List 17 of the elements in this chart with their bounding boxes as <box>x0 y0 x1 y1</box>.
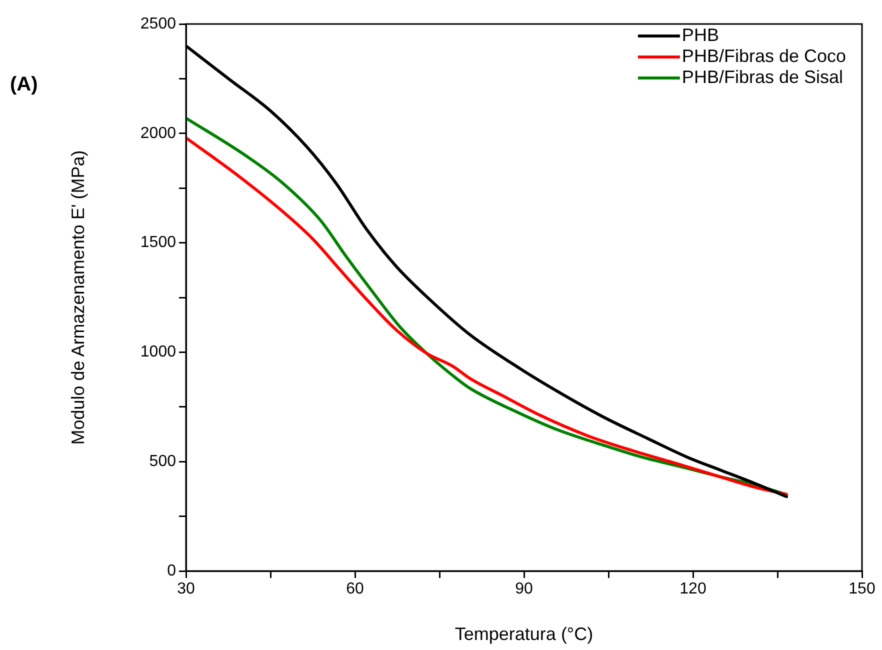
x-tick-label: 150 <box>848 580 876 598</box>
y-axis-title: Modulo de Armazenamento E' (MPa) <box>68 150 88 445</box>
y-tick-label: 1500 <box>140 234 176 252</box>
y-tick-label: 0 <box>167 562 176 580</box>
y-tick-label: 1000 <box>140 344 176 361</box>
y-tick-label: 500 <box>149 453 176 470</box>
x-tick-label: 120 <box>680 580 706 598</box>
legend-label: PHB/Fibras de Sisal <box>682 66 843 87</box>
legend-label: PHB/Fibras de Coco <box>682 46 846 66</box>
legend-label: PHB <box>682 24 719 45</box>
x-tick-label: 60 <box>346 580 364 598</box>
y-tick-label: 2500 <box>140 15 176 32</box>
x-tick-label: 30 <box>177 580 195 598</box>
x-axis-title: Temperatura (°C) <box>454 624 594 644</box>
y-tick-label: 2000 <box>140 124 176 142</box>
text: (A) <box>10 74 38 96</box>
x-tick-label: 90 <box>515 580 533 598</box>
